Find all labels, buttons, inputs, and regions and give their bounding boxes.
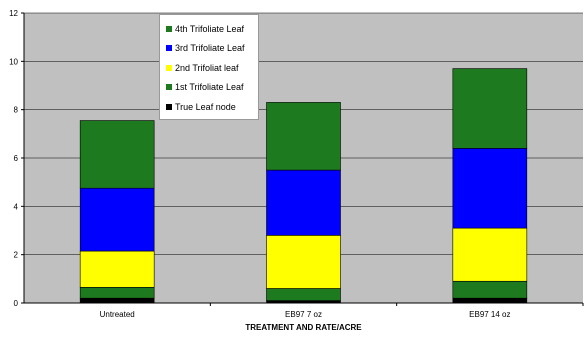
legend-label: 3rd Trifoliate Leaf — [175, 43, 245, 54]
y-axis-tick-labels: 0 2 4 6 8 10 12 — [9, 9, 24, 308]
legend-swatch — [166, 64, 172, 71]
legend-label: 2nd Trifoliat leaf — [175, 62, 239, 73]
bar-segment-untreated-series-1 — [79, 286, 155, 299]
bar-segment-untreated-series-0 — [79, 297, 155, 304]
bar-segment-eb97-7-oz-series-4 — [266, 102, 341, 171]
legend-item: 2nd Trifoliat leaf — [166, 58, 258, 78]
legend-label: 1st Trifoliate Leaf — [175, 82, 244, 93]
bar-segment-eb97-14-oz-series-1 — [452, 280, 528, 299]
legend-swatch — [166, 84, 172, 91]
x-axis-tick-labels: Untreated EB97 7 oz EB97 14 oz — [100, 303, 584, 319]
legend-item: 3rd Trifoliate Leaf — [166, 39, 258, 59]
y-tick-label: 10 — [9, 57, 18, 66]
y-tick-label: 6 — [14, 154, 19, 163]
legend-item: 1st Trifoliate Leaf — [166, 78, 258, 98]
y-tick-label: 12 — [9, 9, 18, 18]
bar-segment-eb97-14-oz-series-0 — [452, 297, 528, 304]
legend-item: 4th Trifoliate Leaf — [166, 19, 258, 39]
y-tick-label: 2 — [14, 251, 19, 260]
legend-label: True Leaf node — [175, 101, 236, 112]
x-tick-label: Untreated — [100, 310, 135, 319]
x-tick-label: EB97 14 oz — [469, 310, 510, 319]
bar-segment-eb97-14-oz-series-4 — [452, 68, 528, 149]
legend-swatch — [166, 103, 172, 110]
x-tick-label: EB97 7 oz — [285, 310, 322, 319]
y-tick-label: 8 — [14, 106, 19, 115]
bar-segment-untreated-series-2 — [79, 250, 155, 288]
legend-item: True Leaf node — [166, 97, 258, 117]
bar-segment-eb97-14-oz-series-2 — [452, 227, 528, 282]
bar-segment-untreated-series-3 — [79, 187, 155, 252]
bars — [79, 68, 528, 304]
bar-segment-eb97-7-oz-series-1 — [266, 288, 341, 301]
legend-swatch — [166, 45, 172, 52]
x-axis-title: TREATMENT AND RATE/ACRE — [245, 323, 362, 332]
bar-segment-eb97-14-oz-series-3 — [452, 148, 528, 229]
bar-segment-untreated-series-4 — [79, 120, 155, 189]
legend: 4th Trifoliate Leaf 3rd Trifoliate Leaf 2n… — [159, 14, 259, 120]
y-tick-label: 0 — [14, 299, 19, 308]
bar-segment-eb97-7-oz-series-2 — [266, 235, 341, 289]
legend-swatch — [166, 25, 172, 32]
legend-label: 4th Trifoliate Leaf — [175, 23, 245, 34]
y-tick-label: 4 — [14, 202, 19, 211]
bar-segment-eb97-7-oz-series-3 — [266, 169, 341, 236]
